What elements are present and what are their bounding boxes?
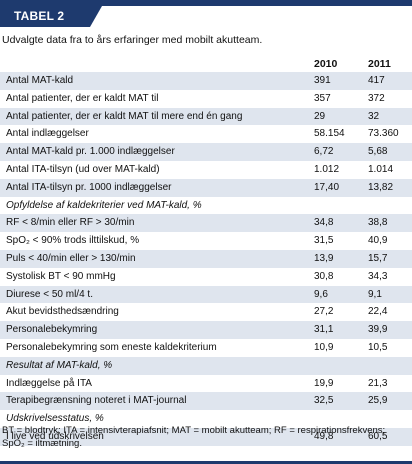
value-2010: 30,8: [314, 270, 334, 282]
table-header: TABEL 2: [0, 6, 412, 27]
table-row: Personalebekymring 31,1 39,9: [0, 321, 412, 339]
row-label: Antal indlæggelser: [6, 128, 89, 140]
column-headers: 2010 2011: [0, 58, 412, 72]
section-heading-row: Resultat af MAT-kald, %: [0, 356, 412, 375]
value-2011: 15,7: [368, 252, 388, 264]
value-2010: 31,1: [314, 324, 334, 336]
value-2010: 357: [314, 92, 331, 104]
table-row: Antal patienter, der er kaldt MAT til me…: [0, 107, 412, 126]
value-2010: 27,2: [314, 306, 334, 318]
value-2011: 22,4: [368, 306, 388, 318]
row-label: Indlæggelse på ITA: [6, 377, 92, 389]
value-2010: 34,8: [314, 217, 334, 229]
column-header-2011: 2011: [368, 58, 391, 70]
row-label: Antal MAT-kald pr. 1.000 indlæggelser: [6, 146, 175, 158]
table-row: Antal patienter, der er kaldt MAT til 357…: [0, 90, 412, 108]
value-2011: 60,5: [368, 430, 388, 442]
bottom-bar: [0, 461, 412, 464]
row-label: Resultat af MAT-kald, %: [6, 359, 113, 371]
table-row: Terapibegrænsning noteret i MAT-journal 3…: [0, 392, 412, 411]
value-2011: 21,3: [368, 377, 388, 389]
value-2010: 9,6: [314, 288, 328, 300]
value-2010: 58.154: [314, 128, 345, 140]
table-body: Antal MAT-kald 391 417 Antal patienter, der…: [0, 72, 412, 446]
value-2010: 13,9: [314, 252, 334, 264]
section-heading-row: Udskrivelsesstatus, %: [0, 410, 412, 428]
row-label: Antal patienter, der er kaldt MAT til: [6, 92, 159, 104]
row-label: Personalebekymring: [6, 324, 98, 336]
row-label: Antal MAT-kald: [6, 75, 74, 86]
row-label: Antal ITA-tilsyn (ud over MAT-kald): [6, 163, 160, 175]
value-2011: 73.360: [368, 128, 399, 140]
value-2010: 6,72: [314, 146, 334, 158]
table-row: Diurese < 50 ml/4 t. 9,6 9,1: [0, 285, 412, 304]
value-2010: 19,9: [314, 377, 334, 389]
value-2011: 5,68: [368, 146, 388, 158]
row-label: Terapibegrænsning noteret i MAT-journal: [6, 395, 187, 407]
table-row: Antal ITA-tilsyn (ud over MAT-kald) 1.012…: [0, 161, 412, 179]
row-label: Puls < 40/min eller > 130/min: [6, 252, 136, 264]
row-label: Akut bevidsthedsændring: [6, 306, 119, 318]
value-2010: 32,5: [314, 395, 334, 407]
column-header-2010: 2010: [314, 58, 338, 70]
value-2010: 49,8: [314, 430, 334, 442]
table-row: Antal MAT-kald 391 417: [0, 72, 412, 90]
row-label: Antal ITA-tilsyn pr. 1000 indlæggelser: [6, 181, 172, 193]
table-row: Systolisk BT < 90 mmHg 30,8 34,3: [0, 268, 412, 286]
table-footnote: BT = blodtryk; ITA = intensivterapiafsni…: [2, 425, 386, 449]
row-label: I live ved udskrivelsen: [6, 430, 104, 442]
value-2011: 13,82: [368, 181, 394, 193]
value-2011: 1.014: [368, 163, 394, 175]
table-row: Antal indlæggelser 58.154 73.360: [0, 125, 412, 143]
table-row: I live ved udskrivelsen 49,8 60,5: [0, 427, 412, 446]
table-row: Antal MAT-kald pr. 1.000 indlæggelser 6,7…: [0, 143, 412, 161]
value-2010: 17,40: [314, 181, 340, 193]
value-2011: 40,9: [368, 235, 388, 247]
table-caption: Udvalgte data fra to års erfaringer med …: [2, 34, 263, 46]
row-label: SpO₂ < 90% trods ilttilskud, %: [6, 235, 140, 247]
value-2011: 39,9: [368, 324, 388, 336]
table-row: SpO₂ < 90% trods ilttilskud, % 31,5 40,9: [0, 232, 412, 250]
table-row: Puls < 40/min eller > 130/min 13,9 15,7: [0, 249, 412, 268]
value-2010: 31,5: [314, 235, 334, 247]
table-row: Antal ITA-tilsyn pr. 1000 indlæggelser 17…: [0, 178, 412, 197]
table-row: Indlæggelse på ITA 19,9 21,3: [0, 375, 412, 393]
value-2011: 32: [368, 110, 380, 122]
value-2011: 38,8: [368, 217, 388, 229]
top-bar: [0, 0, 412, 6]
row-label: Opfyldelse af kaldekriterier ved MAT-kal…: [6, 199, 202, 211]
table-title-tab: TABEL 2: [0, 6, 102, 27]
table-row: Personalebekymring som eneste kaldekrite…: [0, 339, 412, 357]
value-2011: 9,1: [368, 288, 382, 300]
row-label: Diurese < 50 ml/4 t.: [6, 288, 93, 300]
section-heading-row: Opfyldelse af kaldekriterier ved MAT-kal…: [0, 197, 412, 215]
value-2011: 417: [368, 75, 385, 86]
row-label: Personalebekymring som eneste kaldekrite…: [6, 341, 217, 353]
value-2010: 29: [314, 110, 326, 122]
row-label: Antal patienter, der er kaldt MAT til me…: [6, 110, 243, 122]
value-2011: 25,9: [368, 395, 388, 407]
value-2011: 10,5: [368, 341, 388, 353]
row-label: Udskrivelsesstatus, %: [6, 413, 104, 425]
row-label: Systolisk BT < 90 mmHg: [6, 270, 116, 282]
value-2010: 1.012: [314, 163, 340, 175]
value-2010: 10,9: [314, 341, 334, 353]
value-2011: 372: [368, 92, 385, 104]
table-row: Akut bevidsthedsændring 27,2 22,4: [0, 303, 412, 321]
row-label: RF < 8/min eller RF > 30/min: [6, 217, 135, 229]
value-2010: 391: [314, 75, 331, 86]
value-2011: 34,3: [368, 270, 388, 282]
table-row: RF < 8/min eller RF > 30/min 34,8 38,8: [0, 214, 412, 233]
